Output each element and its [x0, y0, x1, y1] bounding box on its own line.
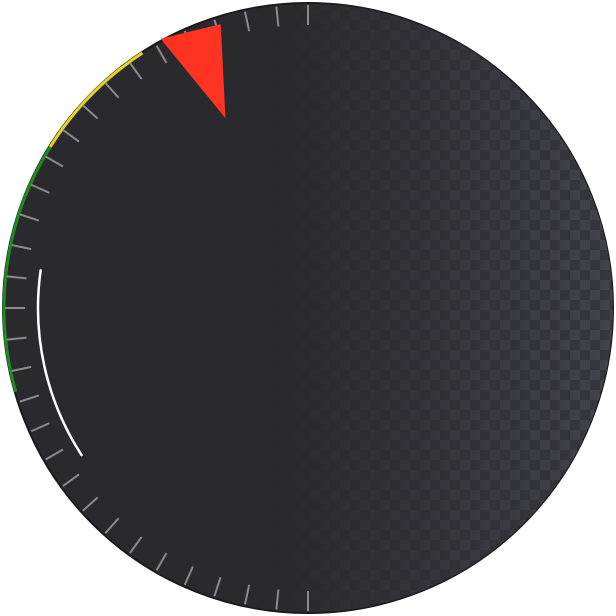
tick-mark	[183, 566, 194, 586]
tick-mark	[129, 536, 143, 554]
yellow-zone-arc	[48, 51, 144, 148]
tick-mark	[6, 275, 27, 280]
tick-mark	[62, 473, 80, 487]
tick-mark	[19, 213, 40, 222]
tick-mark	[275, 6, 280, 27]
tick-mark	[62, 129, 80, 143]
tick-mark	[275, 589, 280, 610]
tick-mark	[155, 552, 168, 571]
triangle-pointer-icon[interactable]	[160, 24, 226, 119]
green-zone-arc	[2, 146, 52, 393]
tick-mark	[11, 365, 32, 372]
tick-mark	[82, 104, 99, 120]
tick-mark	[11, 244, 32, 251]
tick-mark	[129, 62, 143, 80]
tick-mark	[104, 82, 120, 99]
tick-mark	[45, 155, 64, 168]
value-arc	[36, 269, 83, 457]
tick-mark	[6, 336, 27, 341]
tick-mark	[244, 11, 251, 32]
tick-mark	[155, 45, 168, 64]
tick-mark	[244, 584, 251, 605]
tick-mark	[30, 422, 50, 433]
tick-mark	[30, 183, 50, 194]
tick-mark	[82, 496, 99, 512]
tick-mark	[104, 517, 120, 534]
tick-mark	[45, 448, 64, 461]
tick-mark	[19, 394, 40, 403]
tick-mark	[213, 576, 222, 597]
tick-marks	[5, 5, 309, 611]
